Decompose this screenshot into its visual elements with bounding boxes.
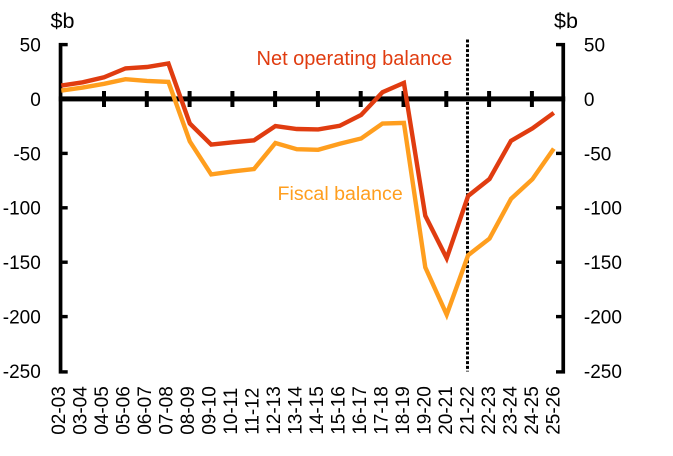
- svg-text:08-09: 08-09: [178, 386, 199, 435]
- svg-text:23-24: 23-24: [501, 386, 522, 435]
- svg-text:-150: -150: [3, 253, 41, 274]
- svg-text:18-19: 18-19: [393, 386, 414, 435]
- svg-text:07-08: 07-08: [157, 386, 178, 435]
- svg-text:09-10: 09-10: [200, 386, 221, 435]
- svg-text:Net operating balance: Net operating balance: [257, 48, 453, 70]
- svg-text:50: 50: [20, 36, 41, 57]
- svg-text:14-15: 14-15: [307, 386, 328, 435]
- svg-text:24-25: 24-25: [522, 386, 543, 435]
- svg-text:-50: -50: [584, 144, 611, 165]
- svg-text:22-23: 22-23: [479, 386, 500, 435]
- svg-text:13-14: 13-14: [286, 386, 307, 435]
- svg-text:15-16: 15-16: [329, 386, 350, 435]
- svg-text:0: 0: [584, 90, 595, 111]
- svg-text:04-05: 04-05: [92, 386, 113, 435]
- svg-text:0: 0: [30, 90, 41, 111]
- svg-text:06-07: 06-07: [135, 386, 156, 435]
- svg-text:16-17: 16-17: [350, 386, 371, 435]
- svg-text:$b: $b: [51, 9, 75, 33]
- svg-text:50: 50: [584, 36, 605, 57]
- svg-text:-100: -100: [584, 199, 622, 220]
- svg-text:-250: -250: [584, 362, 622, 383]
- svg-text:19-20: 19-20: [415, 386, 436, 435]
- svg-text:20-21: 20-21: [436, 386, 457, 435]
- svg-text:-200: -200: [584, 308, 622, 329]
- svg-text:Fiscal balance: Fiscal balance: [278, 183, 403, 205]
- svg-text:02-03: 02-03: [49, 386, 70, 435]
- svg-text:05-06: 05-06: [114, 386, 135, 435]
- svg-text:11-12: 11-12: [243, 388, 264, 435]
- svg-text:12-13: 12-13: [264, 386, 285, 435]
- svg-text:$b: $b: [554, 9, 578, 33]
- svg-text:-200: -200: [3, 308, 41, 329]
- svg-text:-150: -150: [584, 253, 622, 274]
- svg-text:-100: -100: [3, 199, 41, 220]
- svg-text:25-26: 25-26: [544, 386, 565, 435]
- svg-text:-250: -250: [3, 362, 41, 383]
- svg-text:03-04: 03-04: [71, 386, 92, 435]
- svg-text:21-22: 21-22: [458, 386, 479, 435]
- svg-text:10-11: 10-11: [221, 388, 242, 435]
- svg-text:17-18: 17-18: [372, 386, 393, 435]
- svg-text:-50: -50: [13, 144, 40, 165]
